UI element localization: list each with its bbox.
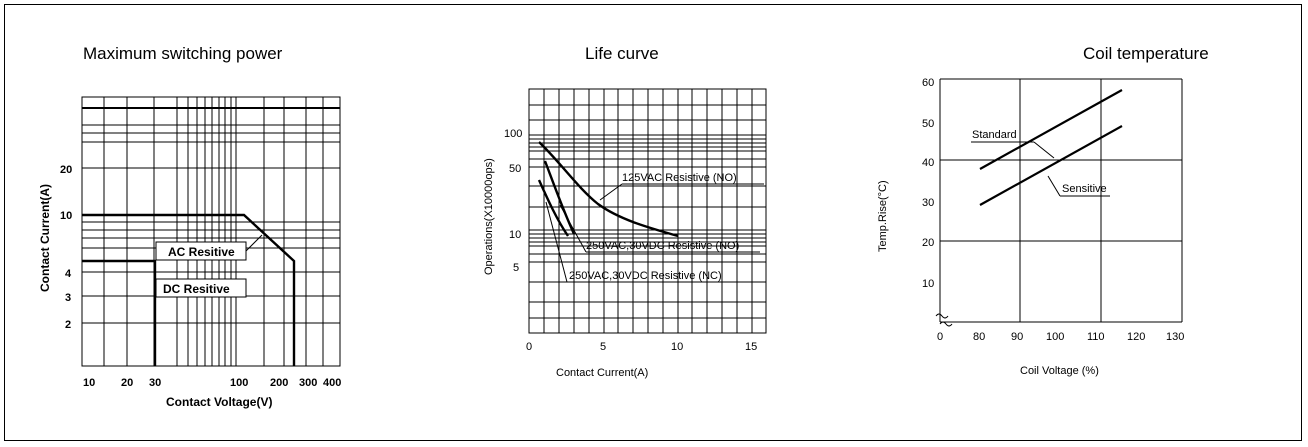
chart1-ylabel: Contact Current(A)	[38, 184, 52, 292]
chart1-ytick-4: 4	[65, 268, 72, 280]
chart-switching-power: AC Resitive DC Resitive 20 10 4 3 2 10 2…	[38, 96, 341, 409]
series-125vac-no-label: 125VAC Resistive (NO)	[622, 172, 737, 184]
chart1-ac-label-leader	[245, 234, 263, 252]
chart2-xtick-5: 5	[600, 341, 606, 353]
chart1-xtick-10: 10	[83, 377, 95, 389]
chart3-xtick-80: 80	[973, 331, 985, 343]
series-ac-resitive-label: AC Resitive	[168, 245, 235, 259]
chart2-250vac-nc-leader	[545, 201, 568, 283]
series-125vac-no-curve	[538, 141, 679, 238]
chart1-ytick-2: 2	[65, 319, 71, 331]
chart3-xtick-90: 90	[1011, 331, 1023, 343]
chart3-axis-break-mark	[935, 313, 949, 319]
chart-life-curve: 125VAC Resistive (NO) 250VAC,30VDC Resis…	[483, 88, 767, 379]
chart3-xlabel: Coil Voltage (%)	[1020, 365, 1099, 377]
series-250vac-no-label: 250VAC,30VDC Resistive (NO)	[586, 240, 739, 252]
chart2-ytick-5: 5	[513, 262, 519, 274]
chart1-xtick-30: 30	[149, 377, 161, 389]
chart3-xtick-100: 100	[1046, 331, 1064, 343]
chart2-250vac-no-leader	[559, 204, 587, 253]
chart1-ytick-20: 20	[60, 164, 72, 176]
chart3-standard-leader	[1033, 141, 1055, 159]
chart3-ylabel: Temp.Rise(°C)	[877, 180, 889, 252]
chart2-125vac-leader	[599, 183, 623, 201]
chart-title-coil-temperature: Coil temperature	[1083, 44, 1209, 63]
chart1-xtick-100: 100	[230, 377, 248, 389]
chart2-grid	[528, 88, 767, 334]
chart2-ytick-50: 50	[509, 163, 521, 175]
chart2-xtick-15: 15	[745, 341, 757, 353]
chart2-xtick-10: 10	[671, 341, 683, 353]
series-standard-label: Standard	[972, 129, 1017, 141]
chart1-xtick-400: 400	[323, 377, 341, 389]
series-250vac-nc-label: 250VAC,30VDC Resistive (NC)	[569, 270, 722, 282]
chart1-ytick-3: 3	[65, 292, 71, 304]
chart1-xtick-300: 300	[299, 377, 317, 389]
chart1-plot-frame	[81, 96, 341, 367]
chart3-sensitive-leader	[1047, 175, 1061, 197]
chart2-ytick-100: 100	[504, 128, 522, 140]
chart-title-switching-power: Maximum switching power	[83, 44, 283, 63]
chart3-ytick-30: 30	[922, 197, 934, 209]
chart3-xtick-130: 130	[1166, 331, 1184, 343]
chart2-ylabel: Operations(X10000ops)	[483, 158, 495, 275]
chart3-ytick-50: 50	[922, 118, 934, 130]
chart-coil-temperature: Standard Sensitive 60 50 40 30 20 10 0 8…	[877, 77, 1184, 377]
series-standard-line	[979, 89, 1123, 170]
series-ac-resitive-line	[82, 213, 296, 366]
series-dc-resitive-line	[82, 259, 157, 366]
series-250vac-no-curve	[543, 160, 576, 235]
chart3-xtick-120: 120	[1127, 331, 1145, 343]
chart1-xlabel: Contact Voltage(V)	[166, 395, 272, 409]
chart3-ytick-60: 60	[922, 77, 934, 89]
chart3-xtick-0: 0	[937, 331, 943, 343]
figure-frame	[4, 4, 1302, 441]
chart1-xtick-20: 20	[121, 377, 133, 389]
chart2-xtick-0: 0	[526, 341, 532, 353]
series-sensitive-line	[979, 125, 1123, 206]
chart3-grid	[939, 78, 1183, 323]
chart2-xlabel: Contact Current(A)	[556, 367, 648, 379]
chart2-ytick-10: 10	[509, 229, 521, 241]
chart1-dc-label-box	[155, 278, 247, 298]
chart1-grid	[81, 96, 341, 367]
chart-title-life-curve: Life curve	[585, 44, 659, 63]
chart1-ytick-10: 10	[60, 210, 72, 222]
chart1-xtick-200: 200	[270, 377, 288, 389]
series-dc-resitive-label: DC Resitive	[163, 282, 230, 296]
series-250vac-nc-curve	[537, 179, 569, 237]
chart3-ytick-20: 20	[922, 237, 934, 249]
chart3-ytick-10: 10	[922, 278, 934, 290]
chart3-xtick-110: 110	[1087, 331, 1105, 343]
series-sensitive-label: Sensitive	[1062, 183, 1107, 195]
chart3-ytick-40: 40	[922, 157, 934, 169]
